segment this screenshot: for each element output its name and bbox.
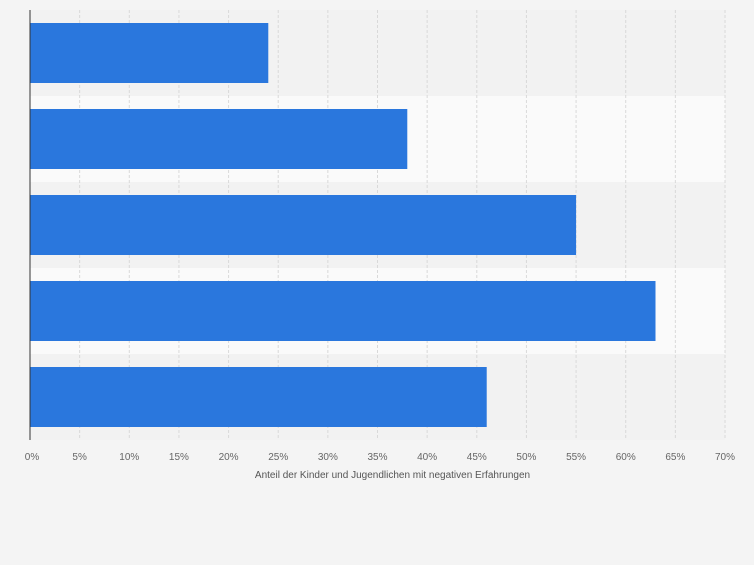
x-tick-label: 35% [367, 452, 387, 463]
x-tick-label: 15% [169, 452, 189, 463]
x-tick-labels: 0% 5% 10% 15% 20% 25% 30% 35% 40% 45% 50% 55% 60% 65%… [25, 452, 735, 463]
bar [30, 195, 577, 255]
x-tick-label: 55% [566, 452, 586, 463]
x-tick-label: 60% [616, 452, 636, 463]
bar [30, 109, 408, 169]
x-tick-label: 10% [119, 452, 139, 463]
x-axis-label: Anteil der Kinder und Jugendlichen mit n… [255, 470, 530, 481]
x-tick-label: 50% [516, 452, 536, 463]
x-tick-label: 65% [665, 452, 685, 463]
x-tick-label: 5% [72, 452, 87, 463]
x-tick-label: 25% [268, 452, 288, 463]
x-tick-label: 30% [318, 452, 338, 463]
x-tick-label: 0% [25, 452, 40, 463]
bar [30, 281, 656, 341]
x-tick-label: 20% [219, 452, 239, 463]
bars [30, 23, 656, 427]
x-tick-label: 45% [467, 452, 487, 463]
bar [30, 367, 487, 427]
x-tick-label: 70% [715, 452, 735, 463]
bar [30, 23, 269, 83]
x-tick-label: 40% [417, 452, 437, 463]
